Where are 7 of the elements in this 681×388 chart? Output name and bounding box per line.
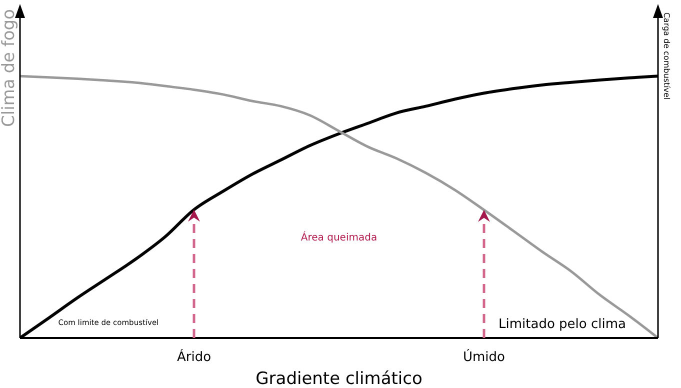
- x-tick-label: Úmido: [463, 348, 506, 366]
- x-axis-title: Gradiente climático: [256, 369, 422, 388]
- annotation: Área queimada: [300, 230, 378, 244]
- y-axis-title: Clima de fogo: [0, 9, 19, 127]
- y2-axis-title: Carga de combustível: [662, 12, 671, 100]
- x-tick-label: Árido: [176, 348, 212, 366]
- annotation: Limitado pelo clima: [498, 317, 626, 332]
